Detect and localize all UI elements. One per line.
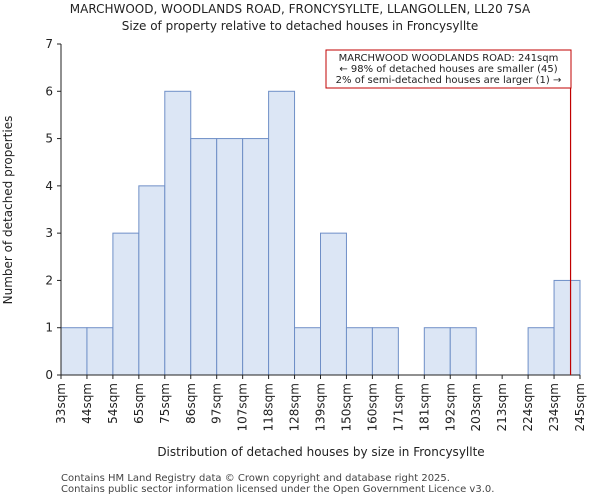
x-tick-label: 54sqm [106,383,120,424]
x-tick-label: 192sqm [443,383,457,431]
y-tick-label: 1 [45,321,53,335]
x-tick-label: 65sqm [132,383,146,424]
footer-line-1: Contains HM Land Registry data © Crown c… [61,473,450,484]
x-tick-label: 213sqm [495,383,509,431]
chart-title: MARCHWOOD, WOODLANDS ROAD, FRONCYSYLLTE,… [69,2,531,16]
x-ticks-group: 33sqm 44sqm 54sqm 65sqm 75sqm 86sqm 97sqm 107sq… [54,375,587,431]
x-tick-label: 139sqm [314,383,328,431]
x-tick-label: 160sqm [365,383,379,431]
bar-150sqm [345,327,373,376]
annotation-line-3: 2% of semi-detached houses are larger (1… [336,75,562,86]
y-tick-label: 6 [45,84,53,98]
x-tick-label: 150sqm [339,383,353,431]
bar-44sqm [86,327,114,376]
y-axis-label: Number of detached properties [1,116,15,305]
x-tick-label: 234sqm [547,383,561,431]
chart-subtitle: Size of property relative to detached ho… [121,19,479,33]
bar-33sqm [60,327,88,376]
bar-160sqm [371,327,399,376]
bar-192sqm [449,327,477,376]
bar-107sqm [242,138,270,376]
annotation-line-2: ← 98% of detached houses are smaller (45… [339,64,557,75]
bar-224sqm [527,327,555,376]
bar-54sqm [112,232,140,376]
y-tick-label: 5 [45,132,53,146]
x-tick-label: 97sqm [210,383,224,424]
annotation-box [325,49,572,89]
y-tick-label: 2 [45,273,53,287]
x-tick-label: 118sqm [262,383,276,431]
bar-97sqm [216,138,244,376]
bar-86sqm [190,138,218,376]
x-tick-label: 245sqm [573,383,587,431]
x-tick-label: 171sqm [391,383,405,431]
x-axis-label: Distribution of detached houses by size … [157,445,484,459]
y-ticks-group: 0 1 2 3 4 5 6 7 [45,37,61,382]
x-tick-label: 33sqm [54,383,68,424]
footer-line-2: Contains public sector information licen… [61,484,495,495]
x-tick-label: 86sqm [184,383,198,424]
bars-group [60,90,581,376]
bar-118sqm [268,90,296,376]
x-tick-label: 203sqm [469,383,483,431]
bar-139sqm [320,232,347,376]
y-tick-label: 0 [45,368,53,382]
x-tick-label: 224sqm [521,383,535,431]
x-tick-label: 181sqm [417,383,431,431]
x-tick-label: 107sqm [236,383,250,431]
y-tick-label: 7 [45,37,53,51]
x-tick-label: 128sqm [288,383,302,431]
bar-128sqm [294,327,321,376]
y-tick-label: 3 [45,226,53,240]
x-tick-label: 44sqm [80,383,94,424]
bar-181sqm [423,327,451,376]
y-tick-label: 4 [45,179,53,193]
bar-234sqm [553,279,581,376]
bar-75sqm [164,90,192,376]
annotation-line-1: MARCHWOOD WOODLANDS ROAD: 241sqm [339,53,559,64]
bar-65sqm [138,185,166,376]
x-tick-label: 75sqm [158,383,172,424]
